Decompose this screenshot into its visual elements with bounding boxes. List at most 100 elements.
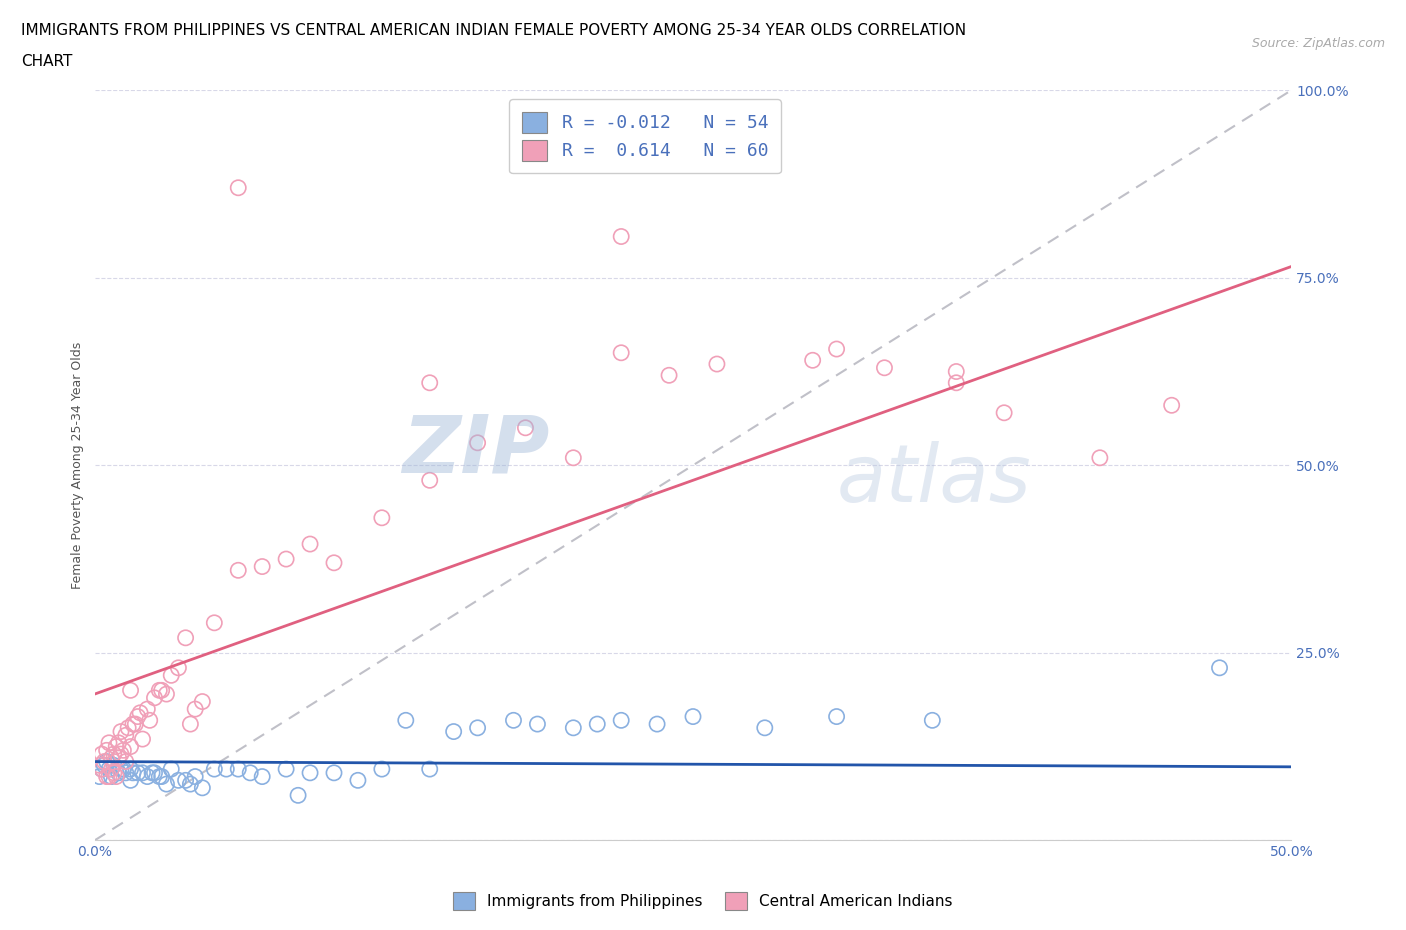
Point — [103, 758, 125, 773]
Point — [122, 717, 145, 732]
Point — [276, 551, 298, 566]
Point — [105, 769, 128, 784]
Point — [562, 721, 585, 736]
Point — [226, 563, 249, 578]
Point — [93, 754, 115, 769]
Point — [1160, 398, 1182, 413]
Point — [1208, 660, 1230, 675]
Point — [131, 765, 153, 780]
Point — [191, 694, 214, 709]
Point — [107, 765, 129, 780]
Point — [100, 751, 122, 765]
Point — [103, 747, 125, 762]
Point — [143, 690, 166, 705]
Point — [526, 717, 548, 732]
Point — [96, 769, 118, 784]
Point — [98, 762, 121, 777]
Point — [706, 356, 728, 371]
Point — [120, 739, 142, 754]
Point — [105, 739, 128, 754]
Point — [179, 777, 201, 791]
Point — [96, 743, 118, 758]
Point — [155, 777, 177, 791]
Point — [945, 364, 967, 379]
Point — [120, 762, 142, 777]
Point — [467, 721, 489, 736]
Point — [202, 762, 225, 777]
Point — [155, 686, 177, 701]
Text: Source: ZipAtlas.com: Source: ZipAtlas.com — [1251, 37, 1385, 50]
Point — [136, 701, 159, 716]
Point — [179, 717, 201, 732]
Point — [250, 769, 273, 784]
Point — [150, 683, 173, 698]
Point — [202, 616, 225, 631]
Point — [136, 769, 159, 784]
Legend: Immigrants from Philippines, Central American Indians: Immigrants from Philippines, Central Ame… — [446, 884, 960, 918]
Point — [112, 762, 135, 777]
Point — [167, 773, 190, 788]
Point — [323, 555, 346, 570]
Point — [120, 683, 142, 698]
Point — [371, 511, 394, 525]
Point — [993, 405, 1015, 420]
Text: CHART: CHART — [21, 54, 73, 69]
Point — [586, 717, 609, 732]
Point — [148, 683, 170, 698]
Point — [160, 762, 183, 777]
Point — [610, 713, 633, 728]
Point — [562, 450, 585, 465]
Point — [610, 345, 633, 360]
Point — [825, 341, 848, 356]
Point — [645, 717, 668, 732]
Point — [921, 713, 943, 728]
Y-axis label: Female Poverty Among 25-34 Year Olds: Female Poverty Among 25-34 Year Olds — [72, 341, 84, 589]
Point — [127, 765, 149, 780]
Point — [100, 769, 122, 784]
Point — [124, 717, 146, 732]
Point — [347, 773, 370, 788]
Point — [754, 721, 776, 736]
Point — [131, 732, 153, 747]
Point — [825, 710, 848, 724]
Point — [96, 754, 118, 769]
Point — [167, 660, 190, 675]
Point — [299, 537, 322, 551]
Legend: R = -0.012   N = 54, R =  0.614   N = 60: R = -0.012 N = 54, R = 0.614 N = 60 — [509, 100, 780, 174]
Point — [107, 751, 129, 765]
Point — [90, 747, 112, 762]
Point — [239, 765, 262, 780]
Point — [98, 769, 121, 784]
Point — [174, 631, 197, 645]
Point — [110, 747, 132, 762]
Point — [117, 721, 139, 736]
Point — [107, 736, 129, 751]
Point — [143, 765, 166, 780]
Point — [276, 762, 298, 777]
Point — [419, 472, 441, 487]
Point — [323, 765, 346, 780]
Point — [250, 559, 273, 574]
Point — [138, 713, 160, 728]
Point — [515, 420, 537, 435]
Point — [873, 360, 896, 375]
Point — [110, 724, 132, 739]
Point — [215, 762, 238, 777]
Point — [226, 180, 249, 195]
Point — [443, 724, 465, 739]
Point — [160, 668, 183, 683]
Point — [945, 376, 967, 391]
Point — [103, 765, 125, 780]
Text: IMMIGRANTS FROM PHILIPPINES VS CENTRAL AMERICAN INDIAN FEMALE POVERTY AMONG 25-3: IMMIGRANTS FROM PHILIPPINES VS CENTRAL A… — [21, 23, 966, 38]
Point — [502, 713, 524, 728]
Point — [419, 376, 441, 391]
Point — [184, 701, 207, 716]
Point — [419, 762, 441, 777]
Point — [122, 765, 145, 780]
Point — [127, 710, 149, 724]
Point — [150, 769, 173, 784]
Point — [114, 728, 136, 743]
Point — [114, 754, 136, 769]
Point — [90, 762, 112, 777]
Point — [610, 229, 633, 244]
